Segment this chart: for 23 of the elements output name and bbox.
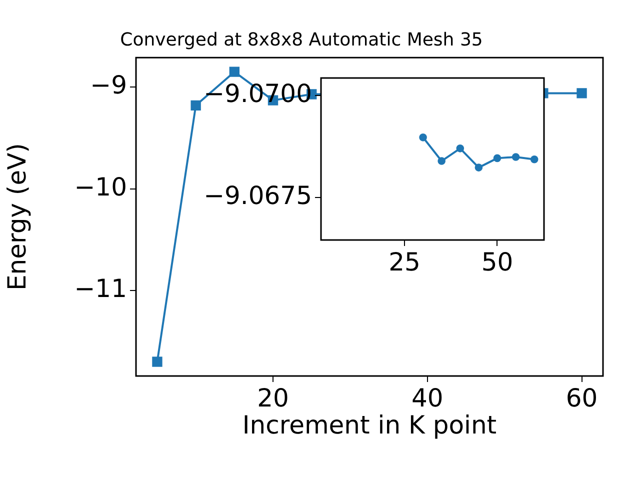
y-tick-label: −10 — [74, 172, 127, 202]
point — [438, 157, 446, 165]
point — [419, 134, 427, 142]
x-tick-label: 40 — [411, 384, 444, 412]
x-tick-label: 50 — [481, 248, 514, 276]
point — [152, 356, 162, 367]
x-tick-label: 20 — [257, 384, 289, 412]
y-axis-title: Energy (eV) — [2, 143, 32, 291]
point — [576, 88, 587, 98]
point — [512, 153, 520, 161]
point — [456, 144, 464, 152]
point — [493, 154, 502, 162]
y-tick-label: −9 — [90, 70, 127, 100]
x-tick-label: 60 — [566, 384, 598, 412]
point — [229, 66, 240, 77]
chart-title: Converged at 8x8x8 Automatic Mesh 35 — [120, 29, 483, 50]
x-axis-title: Increment in K point — [242, 410, 497, 440]
y-tick-label: −11 — [74, 274, 127, 304]
point — [190, 100, 201, 110]
point — [474, 164, 483, 172]
y-tick-label: −9.0675 — [204, 180, 312, 210]
x-tick-label: 25 — [388, 248, 420, 276]
point — [530, 156, 538, 164]
